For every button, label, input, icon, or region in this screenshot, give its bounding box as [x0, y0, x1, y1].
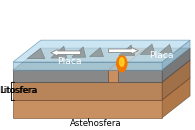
Polygon shape: [162, 78, 190, 118]
Polygon shape: [162, 48, 190, 82]
Polygon shape: [13, 100, 162, 118]
Polygon shape: [118, 70, 162, 82]
Polygon shape: [108, 70, 118, 82]
Polygon shape: [13, 82, 162, 100]
Polygon shape: [13, 60, 190, 82]
Polygon shape: [90, 48, 104, 57]
Polygon shape: [116, 55, 128, 71]
Ellipse shape: [116, 56, 127, 72]
Polygon shape: [72, 47, 86, 57]
Polygon shape: [118, 48, 190, 70]
Polygon shape: [162, 60, 190, 100]
Polygon shape: [162, 40, 190, 70]
Polygon shape: [13, 70, 108, 82]
Polygon shape: [51, 50, 81, 56]
Polygon shape: [108, 48, 146, 70]
Text: Placa: Placa: [57, 57, 81, 66]
Polygon shape: [27, 48, 45, 59]
Polygon shape: [119, 45, 135, 56]
Polygon shape: [108, 47, 138, 54]
Text: Placa: Placa: [149, 51, 174, 60]
Polygon shape: [159, 44, 172, 53]
Text: Astenosfera: Astenosfera: [70, 119, 121, 128]
Polygon shape: [13, 78, 190, 100]
Polygon shape: [51, 46, 67, 58]
Polygon shape: [13, 40, 190, 62]
Polygon shape: [140, 44, 155, 54]
Text: Litosfera: Litosfera: [0, 86, 38, 95]
Ellipse shape: [119, 57, 125, 67]
Text: Litosfera: Litosfera: [0, 86, 37, 95]
Polygon shape: [13, 62, 162, 70]
Polygon shape: [13, 48, 136, 70]
